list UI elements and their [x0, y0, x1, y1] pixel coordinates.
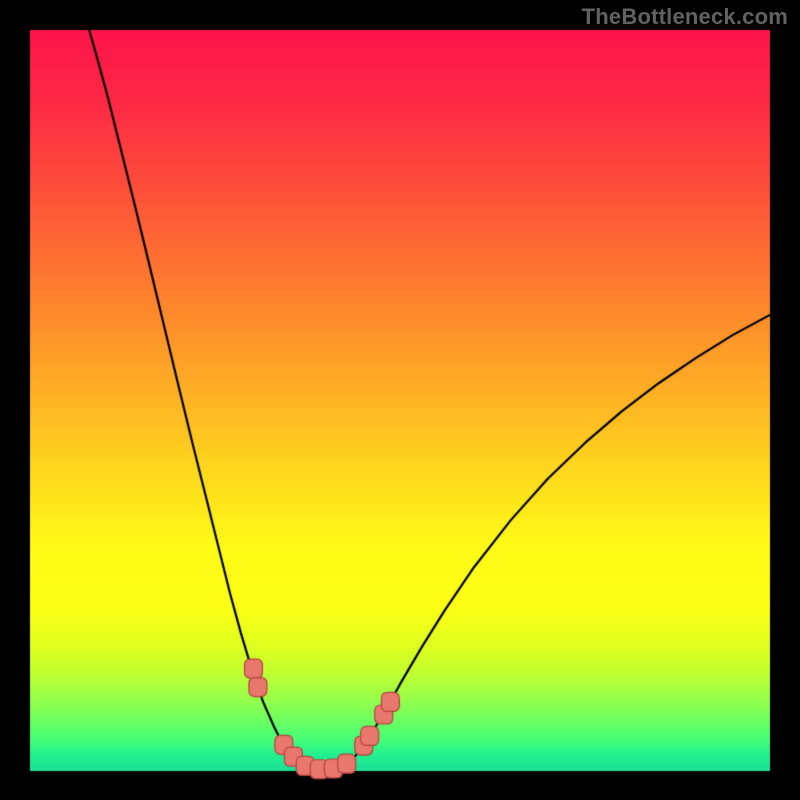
- bottleneck-curve-chart: [0, 0, 800, 800]
- chart-stage: TheBottleneck.com: [0, 0, 800, 800]
- watermark-text: TheBottleneck.com: [582, 4, 788, 30]
